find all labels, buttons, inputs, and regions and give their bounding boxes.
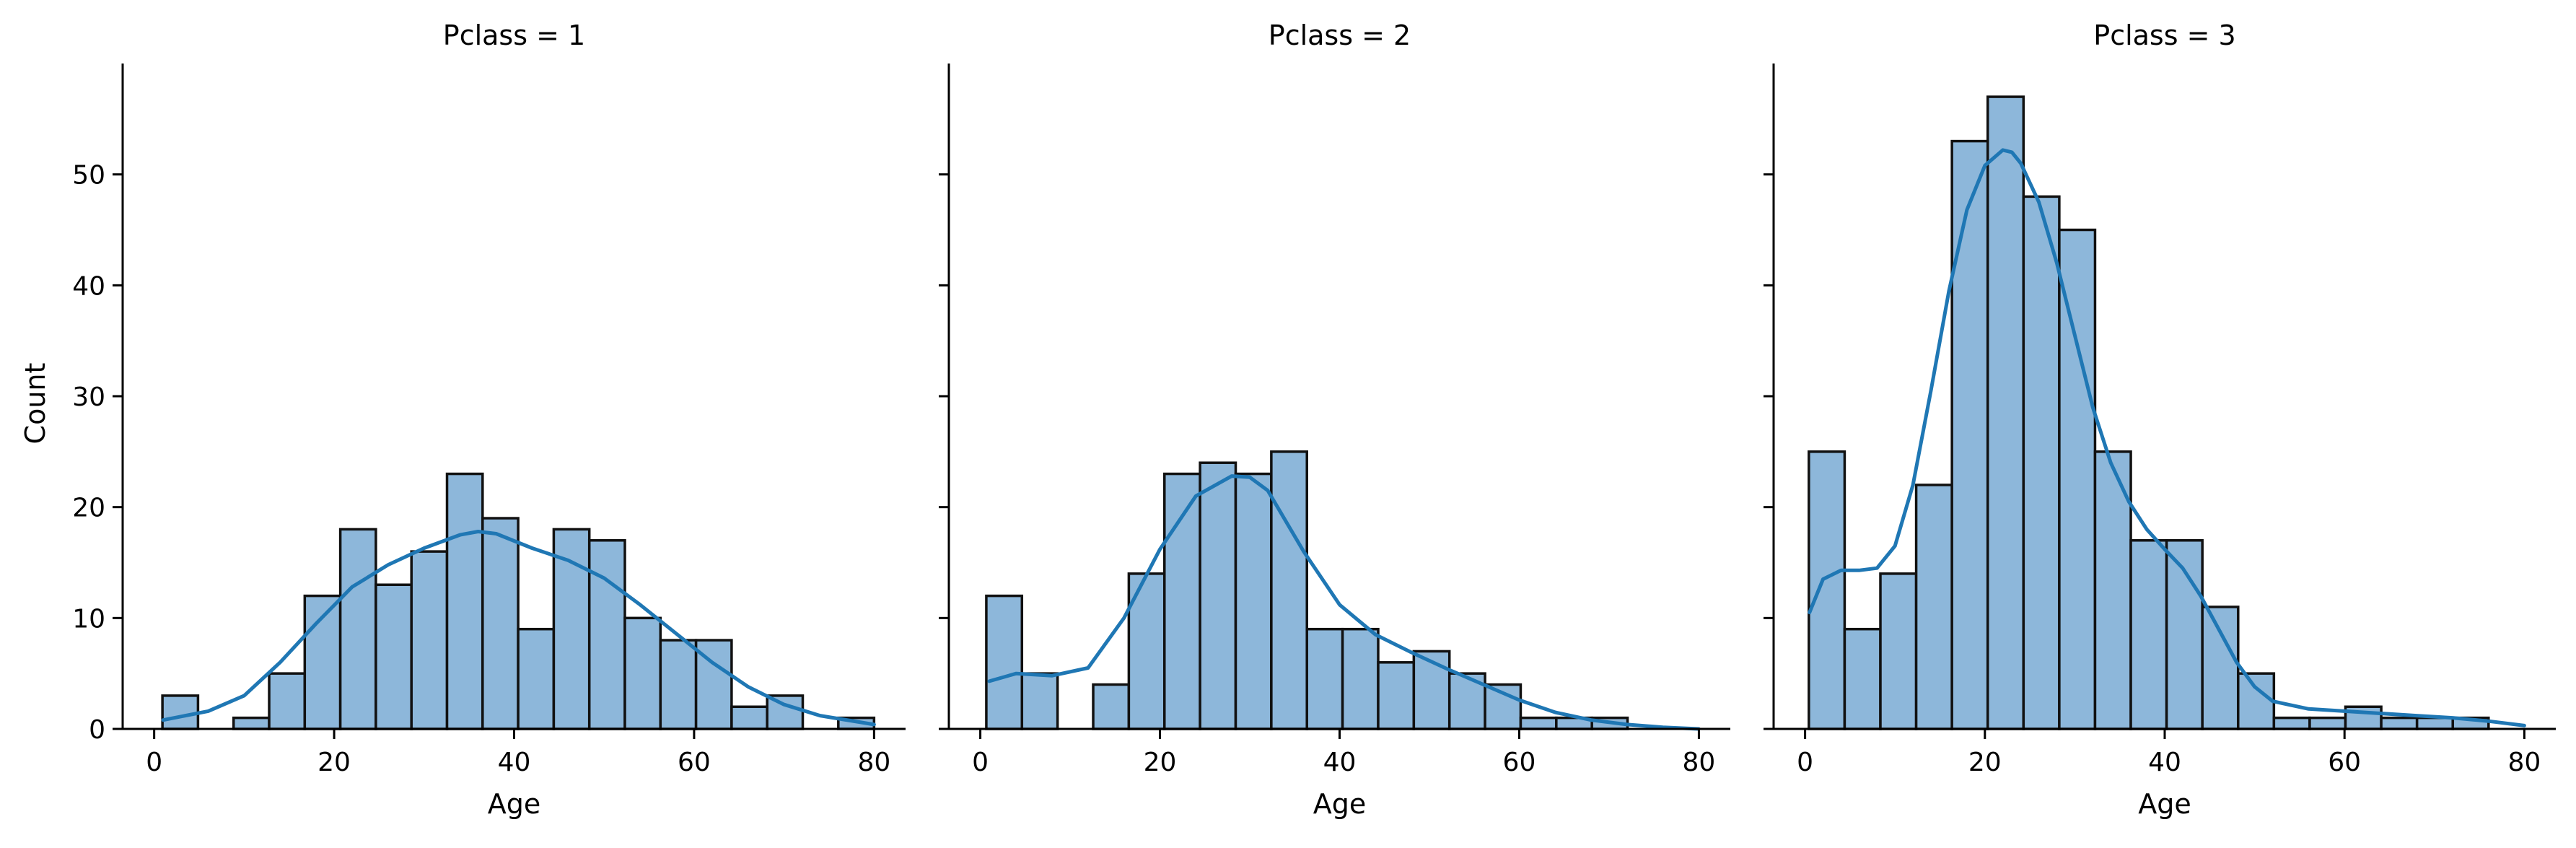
panel-2-bar-8 bbox=[1234, 472, 1273, 730]
panel-3-bar-12 bbox=[2201, 606, 2240, 730]
panel-3-x-tick-label-40: 40 bbox=[2148, 748, 2181, 777]
panel-1-bar-1 bbox=[161, 694, 200, 730]
panel-3-x-tick-label-80: 80 bbox=[2507, 748, 2541, 777]
panel-3-bar-1 bbox=[1808, 450, 1846, 730]
panel-3-bar-5 bbox=[1950, 139, 1989, 730]
panel-2-bar-4 bbox=[1092, 683, 1131, 730]
panel-1-x-tick-label-40: 40 bbox=[498, 748, 531, 777]
panel-1-bar-17 bbox=[730, 705, 768, 730]
panel-3-bar-14 bbox=[2272, 716, 2311, 730]
panel-2-bar-10 bbox=[1305, 627, 1344, 730]
panel-2-bar-2 bbox=[1020, 672, 1059, 730]
panel-2-bar-16 bbox=[1519, 716, 1558, 730]
y-tick-label-40: 40 bbox=[72, 271, 105, 301]
panel-2-x-tick-label-80: 80 bbox=[1683, 748, 1716, 777]
panel-1-bar-11 bbox=[517, 627, 556, 730]
panel-3-x-tick-label-0: 0 bbox=[1797, 748, 1813, 777]
panel-1-bar-14 bbox=[623, 616, 662, 730]
panel-2-x-tick-label-60: 60 bbox=[1503, 748, 1536, 777]
panel-3-title: Pclass = 3 bbox=[2093, 19, 2235, 51]
panel-1-bar-9 bbox=[445, 472, 484, 730]
panel-3-bar-17 bbox=[2380, 716, 2419, 730]
panel-3-kde-line bbox=[1808, 148, 2526, 727]
y-tick-label-50: 50 bbox=[72, 161, 105, 191]
panel-2-title: Pclass = 2 bbox=[1269, 19, 1411, 51]
panel-3-bar-9 bbox=[2093, 450, 2132, 730]
panel-1-bar-13 bbox=[587, 539, 626, 730]
panel-2-bar-12 bbox=[1377, 661, 1416, 730]
y-axis-label: Count bbox=[19, 363, 51, 445]
panel-1-kde-line bbox=[161, 530, 876, 727]
panel-3-bar-13 bbox=[2237, 672, 2276, 730]
panel-3-bar-6 bbox=[1986, 95, 2025, 730]
panel-3-bar-18 bbox=[2415, 716, 2454, 730]
panel-2-bar-1 bbox=[985, 594, 1024, 730]
panel-3-bar-3 bbox=[1879, 572, 1918, 730]
panel-1-bar-12 bbox=[552, 528, 591, 730]
panel-1-bar-4 bbox=[268, 672, 307, 730]
panel-3-bar-2 bbox=[1843, 627, 1882, 730]
panel-3-bar-4 bbox=[1914, 484, 1953, 730]
panel-2-x-tick-label-40: 40 bbox=[1323, 748, 1357, 777]
panel-2-x-axis-label: Age bbox=[1313, 788, 1367, 820]
panel-3-x-tick-label-60: 60 bbox=[2328, 748, 2361, 777]
panel-2-bar-15 bbox=[1484, 683, 1523, 730]
panel-3-bar-10 bbox=[2129, 539, 2168, 730]
panel-1-bar-3 bbox=[232, 716, 271, 730]
panel-1-x-tick-label-80: 80 bbox=[857, 748, 890, 777]
panel-2-bar-6 bbox=[1163, 472, 1201, 730]
y-tick-label-20: 20 bbox=[72, 494, 105, 523]
panel-2-kde-line bbox=[987, 474, 1701, 731]
panel-1-bar-10 bbox=[481, 517, 520, 730]
panel-1-bar-15 bbox=[659, 639, 698, 730]
panel-3-bar-7 bbox=[2022, 195, 2061, 730]
panel-1-bar-7 bbox=[374, 583, 413, 730]
panel-1-x-axis-label: Age bbox=[488, 788, 541, 820]
panel-2-x-tick-label-0: 0 bbox=[972, 748, 989, 777]
panel-2-x-tick-label-20: 20 bbox=[1144, 748, 1177, 777]
panel-3-bar-8 bbox=[2058, 228, 2097, 730]
panel-1-bar-6 bbox=[338, 528, 377, 730]
panel-2-bar-11 bbox=[1341, 627, 1380, 730]
y-tick-label-10: 10 bbox=[72, 604, 105, 634]
panel-2-bar-7 bbox=[1199, 461, 1237, 730]
y-tick-label-30: 30 bbox=[72, 383, 105, 412]
panel-3-x-tick-label-20: 20 bbox=[1968, 748, 2002, 777]
panel-1-x-tick-label-0: 0 bbox=[146, 748, 162, 777]
panel-2-bar-9 bbox=[1270, 450, 1308, 730]
panel-1-bar-8 bbox=[410, 550, 449, 730]
y-tick-label-0: 0 bbox=[89, 715, 105, 745]
panel-3-x-axis-label: Age bbox=[2138, 788, 2191, 820]
panel-3-bar-15 bbox=[2308, 716, 2347, 730]
panel-1-title: Pclass = 1 bbox=[443, 19, 585, 51]
panel-1-x-tick-label-60: 60 bbox=[678, 748, 711, 777]
panel-1-x-tick-label-20: 20 bbox=[317, 748, 351, 777]
